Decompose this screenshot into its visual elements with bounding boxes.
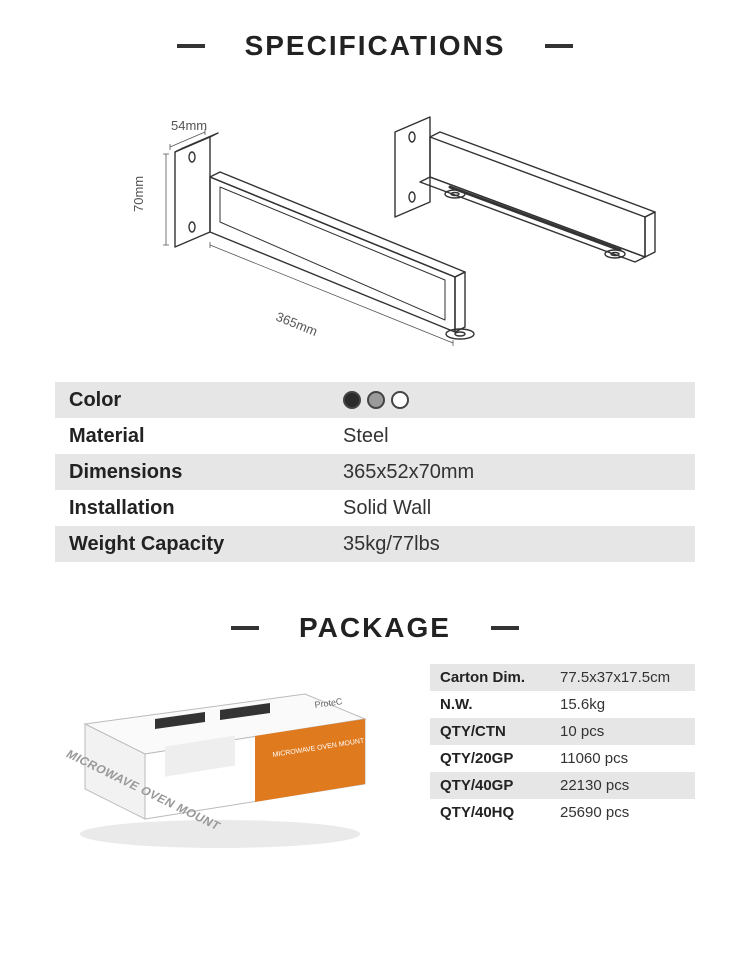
spec-value-color xyxy=(325,382,695,418)
spec-label: Material xyxy=(55,418,325,454)
spec-value: 365x52x70mm xyxy=(325,454,695,490)
spec-row-dimensions: Dimensions 365x52x70mm xyxy=(55,454,695,490)
pkg-label: QTY/CTN xyxy=(430,718,550,745)
package-title: PACKAGE xyxy=(299,612,451,644)
color-swatches xyxy=(343,391,695,409)
dim-depth-label: 54mm xyxy=(171,118,207,133)
spec-label: Dimensions xyxy=(55,454,325,490)
pkg-label: N.W. xyxy=(430,691,550,718)
package-header: PACKAGE xyxy=(0,612,750,644)
pkg-row: N.W. 15.6kg xyxy=(430,691,695,718)
package-box-illustration: ProteC MICROWAVE OVEN MOUNT MICROWAVE OV… xyxy=(55,664,385,864)
dim-height-label: 70mm xyxy=(131,176,146,212)
pkg-value: 25690 pcs xyxy=(550,799,695,826)
dash-left xyxy=(177,44,205,48)
pkg-label: QTY/20GP xyxy=(430,745,550,772)
pkg-row: QTY/40GP 22130 pcs xyxy=(430,772,695,799)
pkg-value: 10 pcs xyxy=(550,718,695,745)
spec-value: 35kg/77lbs xyxy=(325,526,695,562)
pkg-label: QTY/40HQ xyxy=(430,799,550,826)
swatch-white xyxy=(391,391,409,409)
dash-left xyxy=(231,626,259,630)
swatch-grey xyxy=(367,391,385,409)
spec-row-color: Color xyxy=(55,382,695,418)
spec-row-material: Material Steel xyxy=(55,418,695,454)
dim-length-label: 365mm xyxy=(274,309,320,339)
specs-title: SPECIFICATIONS xyxy=(245,30,506,62)
spec-label: Installation xyxy=(55,490,325,526)
pkg-row: QTY/CTN 10 pcs xyxy=(430,718,695,745)
package-row: ProteC MICROWAVE OVEN MOUNT MICROWAVE OV… xyxy=(55,664,695,864)
pkg-value: 15.6kg xyxy=(550,691,695,718)
pkg-row: Carton Dim. 77.5x37x17.5cm xyxy=(430,664,695,691)
spec-value: Solid Wall xyxy=(325,490,695,526)
package-table: Carton Dim. 77.5x37x17.5cm N.W. 15.6kg Q… xyxy=(430,664,695,826)
specs-header: SPECIFICATIONS xyxy=(0,30,750,62)
pkg-label: Carton Dim. xyxy=(430,664,550,691)
pkg-row: QTY/20GP 11060 pcs xyxy=(430,745,695,772)
pkg-value: 22130 pcs xyxy=(550,772,695,799)
spec-row-installation: Installation Solid Wall xyxy=(55,490,695,526)
pkg-value: 11060 pcs xyxy=(550,745,695,772)
spec-row-weight: Weight Capacity 35kg/77lbs xyxy=(55,526,695,562)
dash-right xyxy=(545,44,573,48)
dash-right xyxy=(491,626,519,630)
spec-value: Steel xyxy=(325,418,695,454)
spec-label: Color xyxy=(55,382,325,418)
pkg-label: QTY/40GP xyxy=(430,772,550,799)
bracket-diagram: 54mm 70mm 365mm xyxy=(75,82,675,362)
pkg-value: 77.5x37x17.5cm xyxy=(550,664,695,691)
swatch-black xyxy=(343,391,361,409)
specs-table: Color Material Steel Dimensions 365x52x7… xyxy=(55,382,695,562)
pkg-row: QTY/40HQ 25690 pcs xyxy=(430,799,695,826)
spec-label: Weight Capacity xyxy=(55,526,325,562)
